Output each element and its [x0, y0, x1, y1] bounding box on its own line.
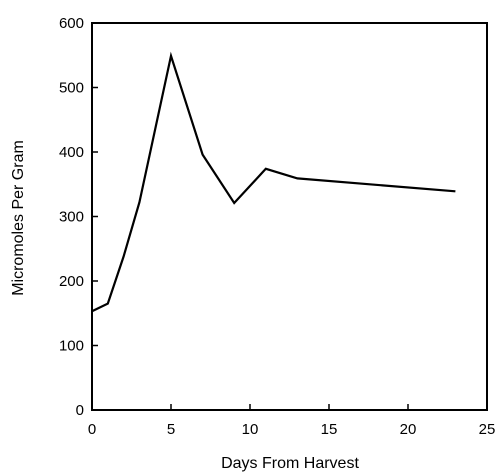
series-group	[91, 51, 456, 313]
x-tick-label: 25	[479, 421, 496, 438]
y-tick-label: 0	[76, 402, 84, 419]
plot-border	[91, 22, 488, 411]
x-tick-label: 0	[88, 421, 96, 438]
y-axis-label: Micromoles Per Gram	[10, 140, 27, 296]
x-tick-label: 10	[242, 421, 259, 438]
y-tick-label: 300	[59, 209, 84, 226]
plot-frame	[91, 22, 488, 411]
y-tick-label: 600	[59, 15, 84, 32]
x-tick-label: 15	[321, 421, 338, 438]
x-axis-label: Days From Harvest	[221, 455, 359, 472]
x-axis-ticks: 0 5 10 15 20 25	[88, 404, 496, 438]
y-tick-label: 100	[59, 338, 84, 355]
x-tick-label: 20	[400, 421, 417, 438]
y-tick-label: 200	[59, 273, 84, 290]
y-tick-label: 500	[59, 80, 84, 97]
y-tick-label: 400	[59, 144, 84, 161]
series-line	[91, 51, 456, 313]
y-axis-ticks: 0 100 200 300 400 500 600	[59, 15, 98, 419]
x-tick-label: 5	[167, 421, 175, 438]
